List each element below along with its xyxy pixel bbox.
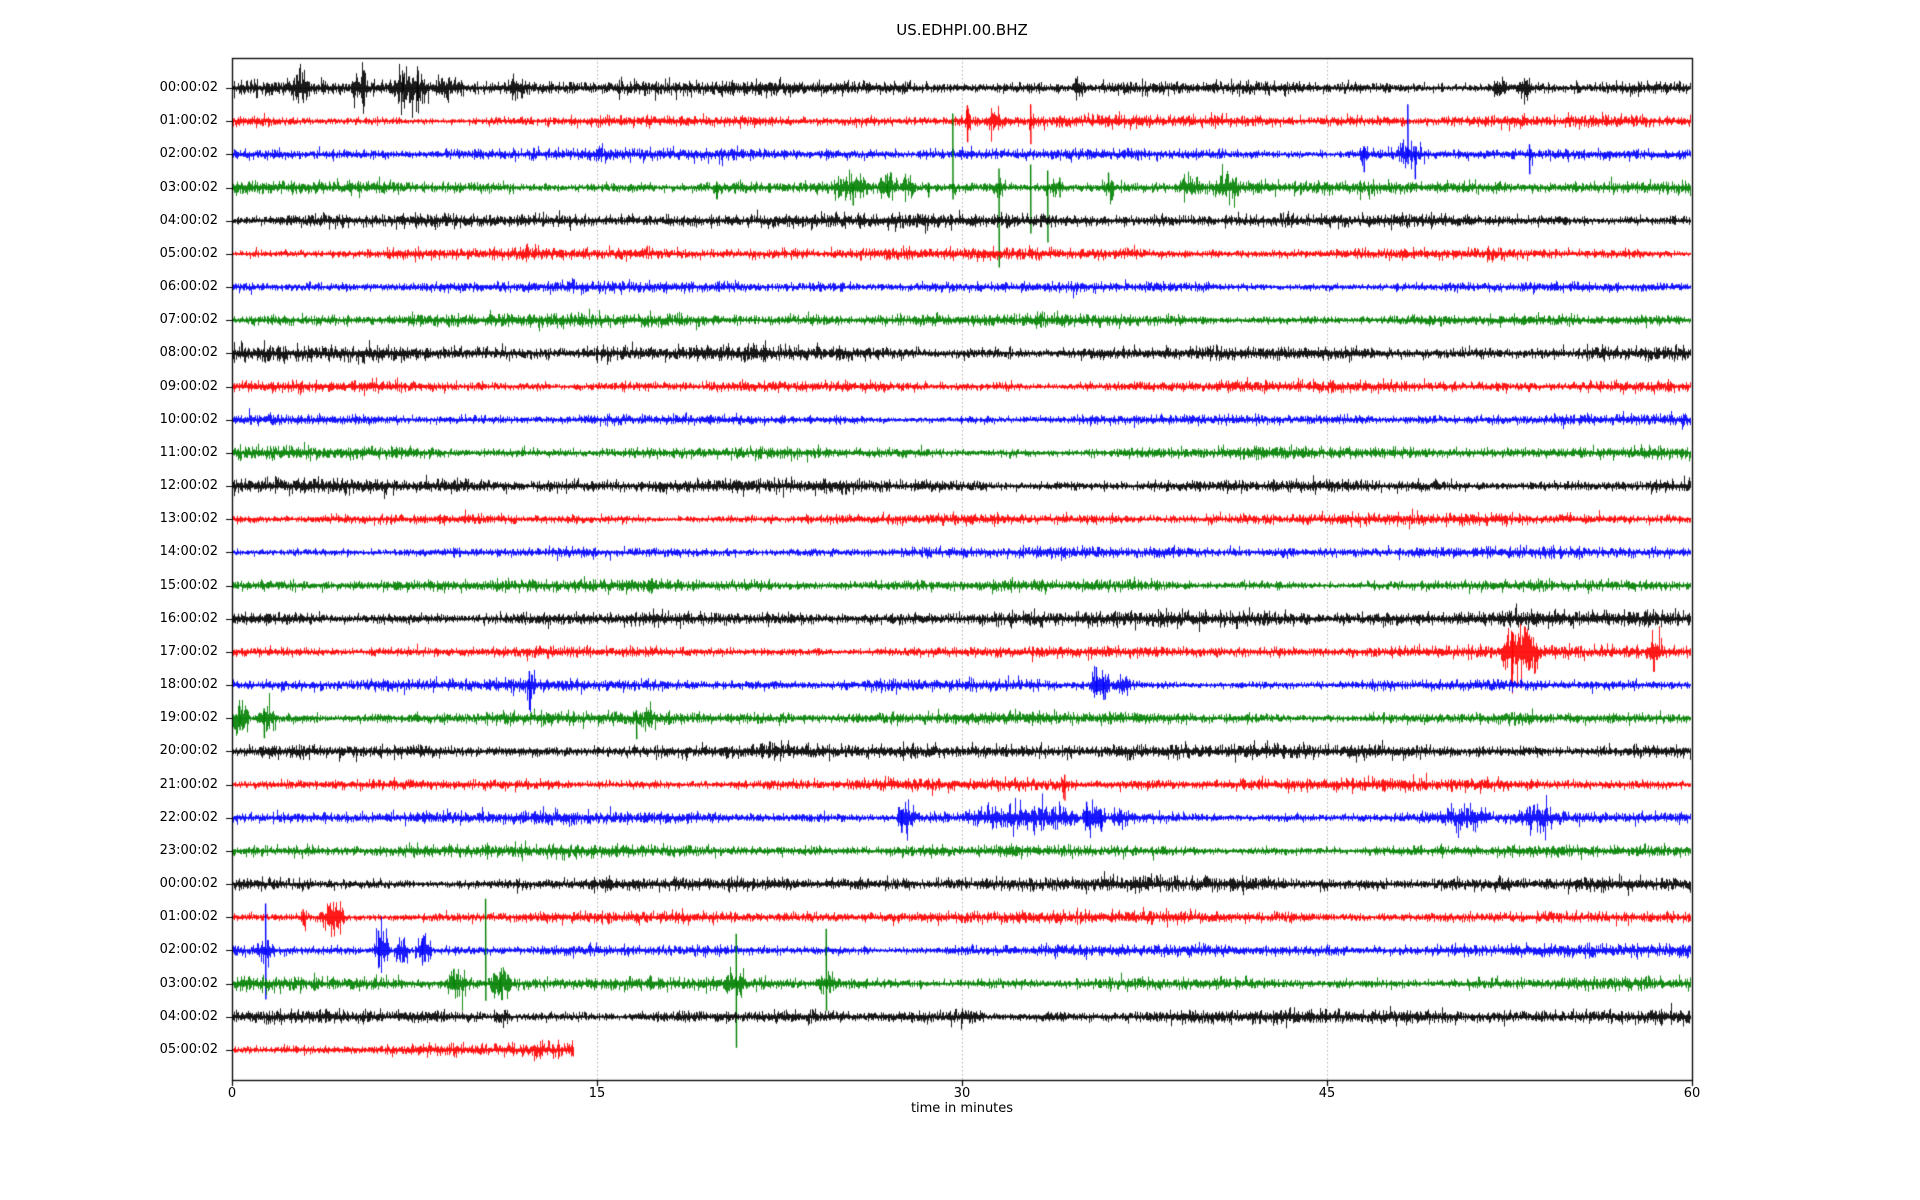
chart-title: US.EDHPI.00.BHZ (896, 21, 1028, 39)
x-tick-label: 15 (588, 1086, 606, 1101)
row-label: 04:00:02 (159, 1008, 218, 1024)
row-label: 06:00:02 (159, 279, 218, 295)
row-label: 17:00:02 (159, 643, 218, 659)
row-label: 11:00:02 (159, 444, 218, 460)
x-tick-label: 60 (1683, 1086, 1701, 1101)
row-label: 09:00:02 (159, 378, 218, 394)
row-label: 01:00:02 (159, 113, 218, 129)
row-label: 15:00:02 (159, 577, 218, 593)
row-label: 14:00:02 (159, 544, 218, 560)
row-label: 10:00:02 (159, 411, 218, 427)
x-axis-label: time in minutes (910, 1101, 1014, 1116)
x-tick-label: 45 (1318, 1086, 1336, 1101)
row-label: 21:00:02 (159, 776, 218, 792)
row-label: 03:00:02 (159, 179, 218, 195)
row-label: 00:00:02 (159, 876, 218, 892)
row-label: 05:00:02 (159, 245, 218, 261)
row-label: 08:00:02 (159, 345, 218, 361)
row-label: 19:00:02 (159, 710, 218, 726)
row-label: 02:00:02 (159, 942, 218, 958)
row-label: 05:00:02 (159, 1042, 218, 1057)
row-label: 13:00:02 (159, 511, 218, 527)
row-label: 20:00:02 (159, 743, 218, 759)
row-label: 04:00:02 (159, 212, 218, 228)
row-label: 16:00:02 (159, 610, 218, 626)
row-label: 12:00:02 (159, 478, 218, 494)
row-label: 02:00:02 (159, 146, 218, 162)
row-label: 00:00:02 (159, 80, 218, 95)
x-tick-label: 0 (227, 1086, 237, 1101)
row-label: 18:00:02 (159, 677, 218, 693)
row-label: 23:00:02 (159, 842, 218, 858)
row-label: 03:00:02 (159, 975, 218, 991)
x-tick-label: 30 (953, 1086, 971, 1101)
row-label: 01:00:02 (159, 909, 218, 925)
row-label: 22:00:02 (159, 809, 218, 825)
row-label: 07:00:02 (159, 312, 218, 328)
